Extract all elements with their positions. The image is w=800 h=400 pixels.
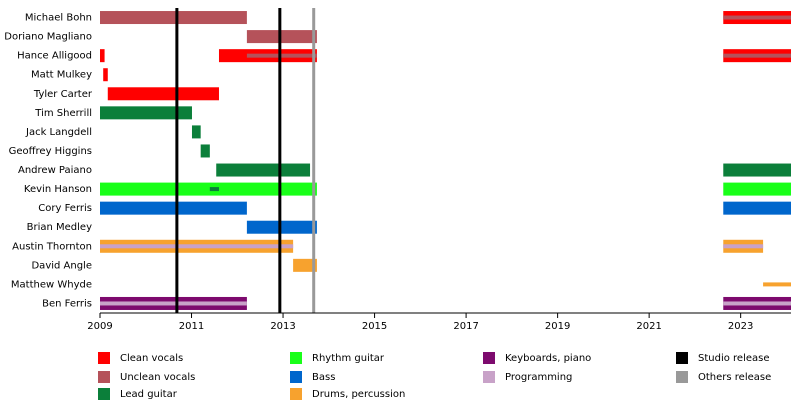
span-bar [293,258,317,272]
legend-swatch [98,371,110,383]
span-bar [100,49,105,63]
legend-label: Studio release [698,353,770,364]
span-bar [246,220,317,234]
span-bar [723,201,791,215]
member-label: Geoffrey Higgins [9,146,92,157]
legend-swatch [483,352,495,364]
span-bar [723,182,791,196]
span-stripe [723,15,791,20]
member-label: Michael Bohn [25,13,92,24]
span-bar [100,201,247,215]
span-bar [100,182,317,196]
span-stripe [723,53,791,58]
member-label: Kevin Hanson [24,184,92,195]
span-stripe [723,301,791,306]
legend-label: Bass [312,372,335,383]
x-tick-label: 2017 [453,321,478,332]
member-label: Ben Ferris [42,298,92,309]
x-tick-label: 2011 [179,321,204,332]
member-label: David Angle [31,260,92,271]
legend-swatch [483,371,495,383]
span-bar [191,125,201,139]
x-tick-label: 2009 [87,321,112,332]
span-bar [103,68,108,82]
legend-label: Rhythm guitar [312,353,385,364]
span-stripe [763,282,791,287]
legend-swatch [290,388,302,400]
member-label: Hance Alligood [17,51,92,62]
span-stripe [246,53,317,58]
span-stripe [100,244,294,249]
span-stripe [209,187,219,192]
x-tick-label: 2021 [636,321,661,332]
legend-label: Clean vocals [120,353,183,364]
span-stripe [723,244,764,249]
member-label: Andrew Paiano [18,165,92,176]
span-bar [246,30,317,44]
legend-label: Lead guitar [120,389,178,400]
legend-swatch [676,371,688,383]
span-bar [200,144,210,158]
span-bar [100,106,192,120]
span-bar [723,163,791,177]
legend-swatch [98,388,110,400]
x-tick-label: 2019 [545,321,570,332]
member-label: Brian Medley [27,222,92,233]
member-label: Matthew Whyde [11,279,92,290]
legend-label: Unclean vocals [120,372,195,383]
x-tick-label: 2023 [728,321,753,332]
member-label: Jack Langdell [25,127,92,138]
member-label: Matt Mulkey [31,70,92,81]
x-tick-label: 2013 [270,321,295,332]
legend-label: Others release [698,372,771,383]
span-bar [107,87,219,101]
legend-swatch [676,352,688,364]
member-label: Cory Ferris [38,203,92,214]
span-stripe [100,301,247,306]
legend-swatch [290,352,302,364]
legend-label: Keyboards, piano [505,353,591,364]
member-label: Tim Sherrill [34,108,92,119]
member-label: Tyler Carter [33,89,93,100]
legend-label: Drums, percussion [312,389,405,400]
legend-swatch [98,352,110,364]
x-tick-label: 2015 [362,321,387,332]
span-bar [100,11,247,25]
member-label: Doriano Magliano [4,32,92,43]
legend-swatch [290,371,302,383]
member-label: Austin Thornton [12,241,92,252]
span-bar [216,163,311,177]
legend-label: Programming [505,372,572,383]
